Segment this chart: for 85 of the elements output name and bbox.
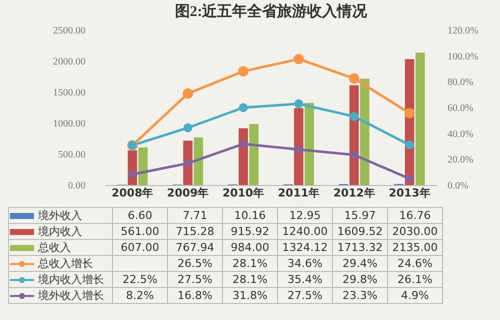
text: 26.1% [388, 272, 442, 288]
bar [194, 137, 204, 185]
data-label: 6.60 [112, 208, 168, 224]
point [238, 103, 248, 112]
legend-label: 境外收入增长 [8, 288, 112, 304]
chart-title: 图2:近五年全省旅游收入情况 [174, 3, 368, 20]
legend-label: 总收入 [8, 240, 112, 256]
y-tick-label: 1000.00 [53, 118, 86, 130]
data-label: 23.3% [332, 288, 388, 304]
y-tick-label: 2500.00 [53, 26, 86, 36]
point [350, 112, 359, 121]
point [182, 88, 194, 99]
bar [249, 124, 259, 185]
y2-tick-label: 60.0% [448, 103, 474, 114]
bar [415, 52, 425, 185]
y2-tick-label: 100.0% [448, 51, 478, 62]
data-label: 2135.00 [388, 240, 442, 256]
text: 34.6% [278, 256, 332, 272]
text: 27.5% [168, 272, 222, 288]
legend-label: 总收入增长 [8, 256, 112, 272]
bar [360, 78, 370, 185]
data-label: 1713.32 [332, 240, 388, 256]
x-tick-label: 2008年 [112, 186, 154, 200]
text: 35.4% [278, 272, 332, 288]
point [183, 123, 192, 132]
text: 29.4% [332, 256, 388, 272]
point [350, 151, 358, 158]
data-label: 16.8% [168, 288, 222, 304]
data-label: 12.95 [278, 208, 332, 224]
bar [294, 108, 304, 185]
data-label: 8.2% [112, 288, 168, 304]
text: 26.5% [168, 256, 222, 272]
text: 28.1% [222, 256, 278, 272]
y2-tick-label: 40.0% [448, 128, 474, 140]
text: 22.5% [112, 272, 168, 288]
data-label: 7.71 [168, 208, 222, 224]
point [184, 160, 192, 167]
point [348, 73, 360, 84]
y-tick-label: 0.00 [68, 180, 86, 192]
data-label: 2030.00 [388, 224, 442, 240]
data-label: 715.28 [168, 224, 222, 240]
data-label: 1324.12 [278, 240, 332, 256]
y-tick-label: 500.00 [58, 150, 86, 160]
point [406, 175, 414, 182]
y2-tick-label: 120.0% [448, 26, 478, 36]
text: 29.8% [332, 272, 388, 288]
y2-tick-label: 20.0% [448, 154, 474, 166]
legend-label: 境外收入 [8, 208, 112, 224]
data-label: 10.16 [222, 208, 278, 224]
point [294, 99, 304, 108]
data-label: 767.94 [168, 240, 222, 256]
point [293, 54, 304, 64]
y2-tick-label: 80.0% [448, 77, 474, 88]
y-tick-label: 2000.00 [53, 56, 86, 68]
point [295, 146, 302, 154]
legend-label: 境内收入 [8, 224, 112, 240]
bar [238, 128, 248, 185]
point [128, 170, 136, 178]
data-label: 31.8% [222, 288, 278, 304]
text: 24.6% [388, 256, 442, 272]
point [240, 140, 247, 148]
x-tick-label: 2012年 [333, 186, 375, 200]
point [238, 66, 249, 77]
point [405, 140, 414, 150]
x-tick-label: 2013年 [388, 186, 430, 200]
data-label: 1240.00 [278, 224, 332, 240]
x-tick-label: 2009年 [167, 186, 209, 200]
y2-tick-label: 0.0% [448, 180, 468, 192]
data-label: 915.92 [222, 224, 278, 240]
data-label: 561.00 [112, 224, 168, 240]
x-tick-label: 2010年 [222, 186, 264, 200]
data-label: 15.97 [332, 208, 388, 224]
text: 28.1% [222, 272, 278, 288]
data-label: 1609.52 [332, 224, 388, 240]
data-label: 4.9% [388, 288, 442, 304]
data-label: 27.5% [278, 288, 332, 304]
data-label: 984.00 [222, 240, 278, 256]
bar [138, 147, 148, 185]
point [404, 108, 415, 118]
data-label: 16.76 [388, 208, 442, 224]
y-tick-label: 1500.00 [53, 88, 86, 98]
legend-label: 境内收入增长 [8, 272, 112, 288]
data-label: 607.00 [112, 240, 168, 256]
x-tick-label: 2011年 [278, 186, 320, 200]
bar [304, 102, 314, 185]
